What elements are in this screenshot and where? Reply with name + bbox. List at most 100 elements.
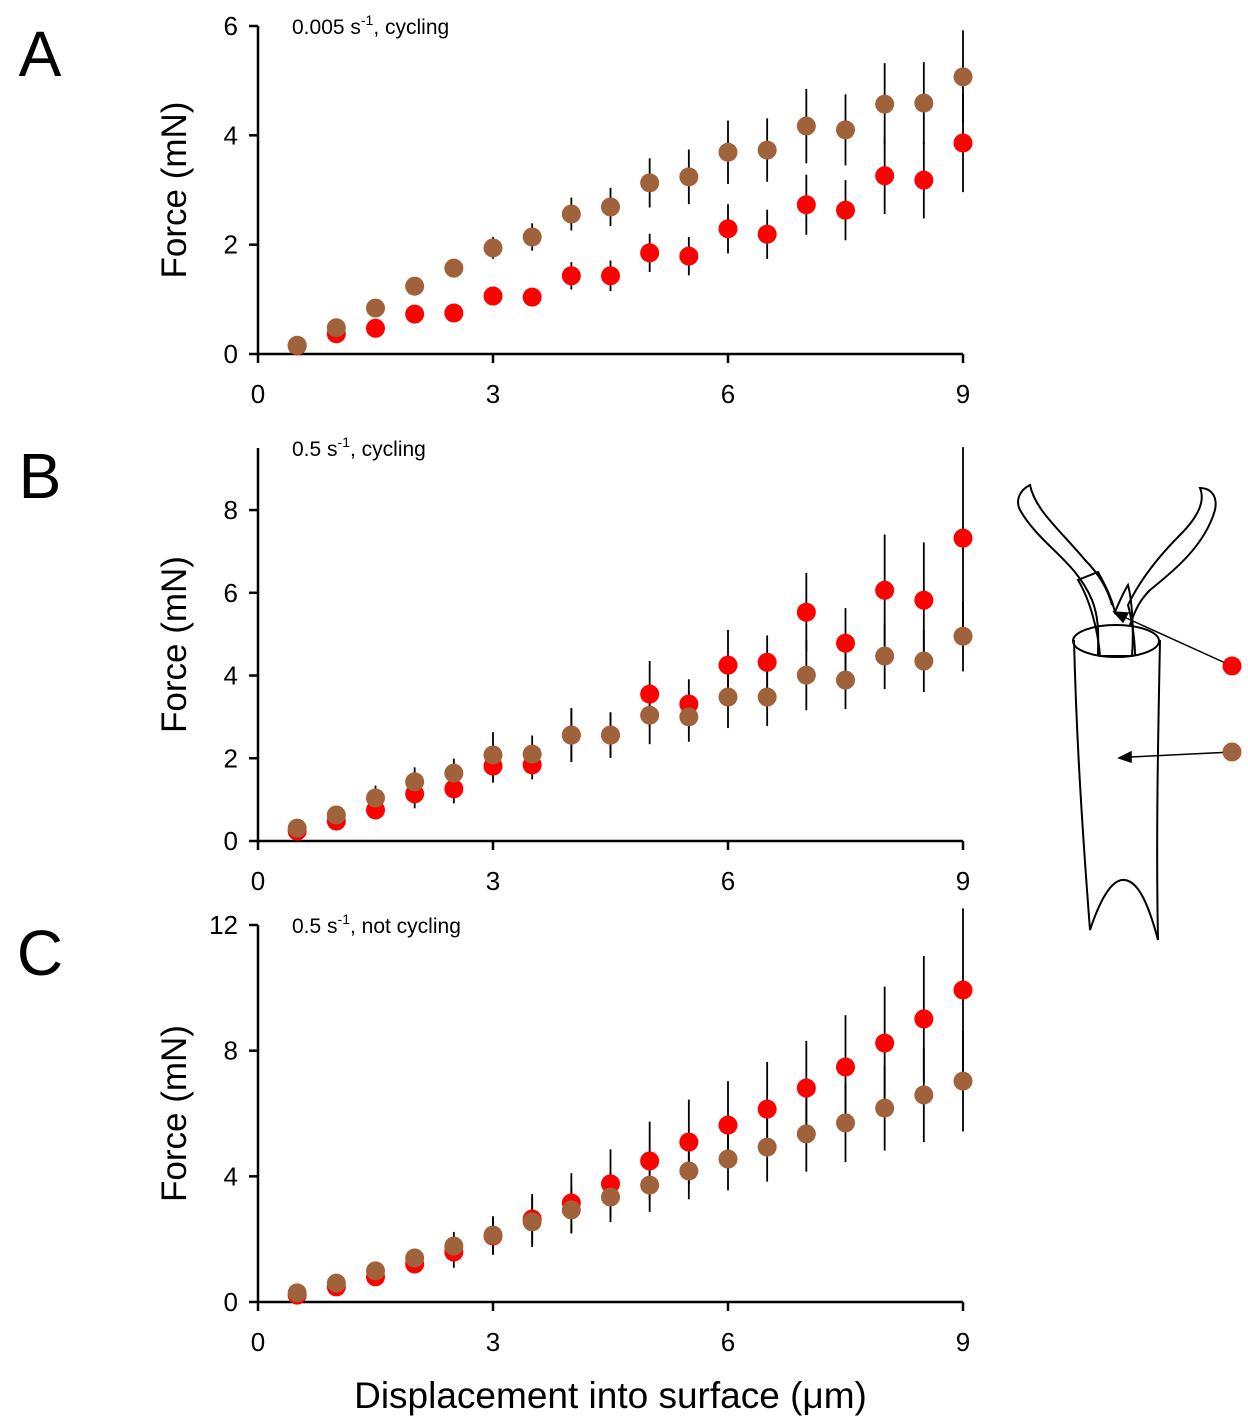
data-point (914, 651, 934, 671)
data-point (679, 167, 699, 187)
schematic (1017, 483, 1217, 941)
data-point (953, 1071, 973, 1091)
data-point (953, 67, 973, 87)
data-point (796, 1078, 816, 1098)
data-point (679, 1132, 699, 1152)
data-point (601, 725, 620, 745)
data-point (601, 266, 620, 286)
y-tick-label: 8 (224, 1036, 238, 1066)
panel: A 0.005 s-1, cycling Force (mN) 0 2 4 6 0 3 6 9 (19, 11, 971, 409)
data-point (640, 684, 660, 704)
data-point (405, 772, 425, 792)
y-tick-label: 0 (224, 339, 238, 369)
data-point (483, 1225, 503, 1245)
arrow-line (1123, 616, 1233, 667)
y-tick-label: 8 (224, 495, 238, 525)
data-point (640, 705, 660, 725)
data-point (444, 779, 464, 799)
data-point (757, 1137, 777, 1157)
annotation-superscript: -1 (338, 911, 351, 927)
data-point (601, 1187, 620, 1207)
data-point (483, 238, 503, 258)
data-point (366, 788, 385, 808)
panel: B 0.5 s-1, cycling Force (mN) 0 2 4 6 8 0 3 6 9 (19, 434, 971, 896)
data-point (444, 1236, 464, 1256)
data-point (796, 116, 816, 136)
y-tick-label: 4 (224, 120, 238, 150)
x-tick-label: 9 (956, 379, 970, 409)
data-point (522, 744, 542, 764)
data-point (679, 1161, 699, 1181)
data-point (875, 580, 895, 600)
data-point (444, 303, 464, 323)
arrow-head (1112, 611, 1130, 624)
data-point (483, 745, 503, 765)
data-point (757, 140, 777, 160)
data-point (757, 224, 777, 244)
data-point (483, 286, 503, 306)
y-tick-label: 0 (224, 1287, 238, 1317)
data-point (796, 1124, 816, 1144)
data-point (640, 173, 660, 193)
panel: C 0.5 s-1, not cycling Force (mN) 0 4 8 12 0 3 6 9… (17, 910, 970, 1416)
data-point (953, 626, 973, 646)
data-point (366, 298, 385, 318)
x-tick-label: 3 (486, 866, 500, 896)
x-tick-label: 9 (956, 866, 970, 896)
panel-letter: B (19, 440, 62, 512)
x-tick-label: 9 (956, 1327, 970, 1357)
data-point (326, 805, 346, 825)
data-point (679, 707, 699, 727)
data-point (875, 166, 895, 186)
data-point (875, 94, 895, 114)
data-point (366, 318, 385, 338)
data-point (444, 258, 464, 278)
jaw-right (1126, 486, 1217, 657)
data-point (405, 1248, 425, 1268)
data-point (757, 652, 777, 672)
y-axis-label: Force (mN) (155, 556, 194, 733)
panel-letter: A (19, 18, 62, 90)
data-point (757, 687, 777, 707)
legend-marker (1222, 656, 1242, 676)
data-point (796, 665, 816, 685)
y-tick-label: 0 (224, 826, 238, 856)
data-point (836, 633, 855, 653)
annotation-superscript: -1 (361, 12, 374, 28)
data-point (836, 200, 855, 220)
data-point (444, 763, 464, 783)
data-point (914, 170, 934, 190)
y-tick-label: 4 (224, 1161, 238, 1191)
jaw-left (1017, 483, 1113, 657)
x-axis-label: Displacement into surface (μm) (354, 1375, 867, 1416)
data-point (914, 93, 934, 113)
data-point (796, 195, 816, 215)
data-point (718, 1115, 738, 1135)
data-point (718, 142, 738, 162)
data-point (718, 655, 738, 675)
panel-letter: C (17, 917, 63, 989)
data-point (914, 1009, 934, 1029)
data-point (875, 646, 895, 666)
data-point (561, 266, 581, 286)
data-point (522, 287, 542, 307)
data-point (326, 318, 346, 338)
data-point (561, 725, 581, 745)
data-point (836, 1113, 855, 1133)
data-point (836, 670, 855, 690)
data-point (561, 1200, 581, 1220)
data-point (718, 1149, 738, 1169)
y-tick-label: 4 (224, 661, 238, 691)
data-point (405, 304, 425, 324)
legend-marker (1222, 742, 1242, 762)
annotation-suffix: , not cycling (350, 915, 461, 938)
y-tick-label: 12 (209, 910, 238, 940)
x-tick-label: 6 (721, 866, 735, 896)
annotation-text: 0.5 s (292, 915, 338, 938)
data-point (914, 1085, 934, 1105)
annotation-text: 0.005 s (292, 16, 361, 39)
data-point (757, 1099, 777, 1119)
arrow-head (1117, 750, 1132, 764)
data-point (875, 1098, 895, 1118)
